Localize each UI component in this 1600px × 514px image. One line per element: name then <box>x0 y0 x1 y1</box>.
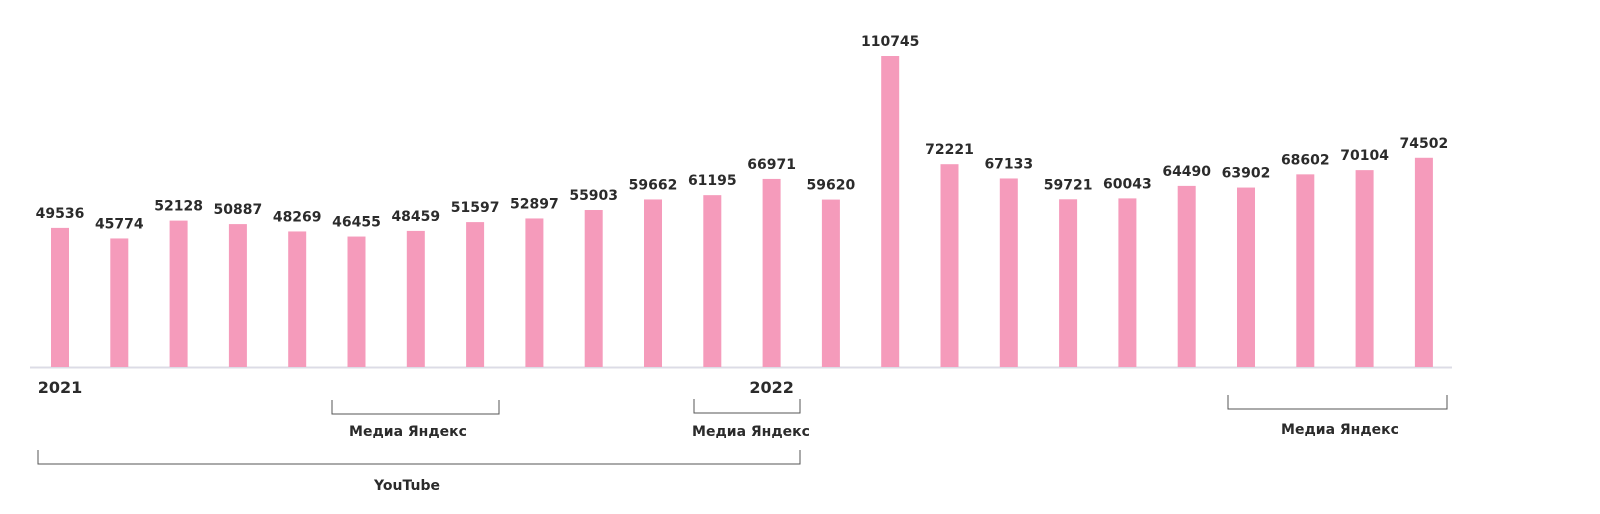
bar <box>406 230 425 367</box>
value-label: 67133 <box>984 156 1033 172</box>
bar <box>584 210 603 367</box>
bar <box>347 236 366 367</box>
x-tick-label: 2021 <box>38 378 83 397</box>
value-label: 52897 <box>510 196 559 212</box>
bar <box>466 222 485 367</box>
value-label: 51597 <box>451 200 500 216</box>
bar <box>703 195 722 367</box>
bracket <box>331 400 500 415</box>
value-label: 59620 <box>807 178 856 194</box>
value-label: 48459 <box>391 209 440 225</box>
bar <box>1296 174 1315 367</box>
value-label: 64490 <box>1162 164 1211 180</box>
bar <box>762 178 781 367</box>
value-label: 46455 <box>332 215 381 231</box>
bar <box>999 178 1018 367</box>
bar <box>1414 157 1433 367</box>
bar <box>644 199 662 367</box>
value-label: 52128 <box>154 199 203 215</box>
value-label: 59662 <box>629 177 678 193</box>
value-label: 45774 <box>95 216 144 232</box>
bar <box>1237 187 1255 367</box>
value-label: 48269 <box>273 209 322 225</box>
bracket <box>37 450 801 465</box>
value-label: 72221 <box>925 142 974 158</box>
bar <box>881 56 900 367</box>
value-label: 110745 <box>861 34 919 50</box>
annotation: Медиа Яндекс <box>1281 422 1399 438</box>
value-label: 55903 <box>569 188 618 204</box>
bar <box>288 231 307 367</box>
bar <box>1355 170 1374 367</box>
value-label: 59721 <box>1044 177 1093 193</box>
bar <box>821 199 840 367</box>
value-label: 68602 <box>1281 152 1330 168</box>
value-label: 74502 <box>1400 136 1449 152</box>
bar <box>110 238 129 367</box>
value-label: 63902 <box>1222 166 1271 182</box>
bar <box>940 164 959 367</box>
value-label: 61195 <box>688 173 737 189</box>
bar <box>1059 199 1078 367</box>
value-label: 50887 <box>214 202 263 218</box>
value-label: 70104 <box>1340 148 1389 164</box>
value-label: 66971 <box>747 157 796 173</box>
x-tick-label: 2022 <box>749 378 794 397</box>
bar <box>228 224 247 367</box>
value-label: 49536 <box>36 206 85 222</box>
annotation: YouTube <box>373 478 440 494</box>
bar <box>1177 185 1196 367</box>
annotation: Медиа Яндекс <box>349 424 467 440</box>
bracket <box>693 399 801 414</box>
bar <box>51 227 69 367</box>
bar <box>169 220 188 367</box>
value-label: 60043 <box>1103 176 1152 192</box>
bar <box>525 218 544 367</box>
annotation: Медиа Яндекс <box>692 424 810 440</box>
bracket <box>1227 395 1448 410</box>
bar <box>1118 198 1137 367</box>
